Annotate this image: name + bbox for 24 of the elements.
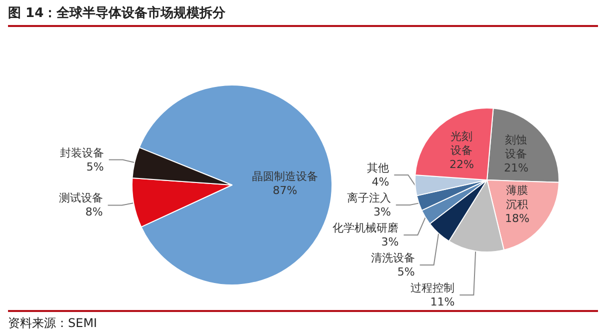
slice-label: 离子注入 <box>346 192 391 204</box>
chart-title: 图 14：全球半导体设备市场规模拆分 <box>8 4 598 27</box>
slice-label: 封装设备 <box>60 146 104 160</box>
data-label: 22% <box>449 158 474 171</box>
slice-label: 过程控制 <box>410 282 455 294</box>
data-label: 11% <box>430 296 455 308</box>
data-label: 3% <box>381 236 399 248</box>
data-label: 21% <box>504 162 528 175</box>
slice-label: 化学机械研磨 <box>332 222 399 234</box>
data-label: 8% <box>85 206 103 219</box>
data-label: 3% <box>373 206 391 218</box>
slice-label: 其他 <box>367 162 390 174</box>
slice-label: 薄膜沉积 <box>506 184 528 212</box>
slice-label: 测试设备 <box>58 192 103 205</box>
text: 资料来源：SEMI <box>8 310 598 332</box>
data-label: 18% <box>505 212 530 226</box>
slice-label: 刻蚀设备 <box>505 134 528 161</box>
slice-label: 光刻设备 <box>450 130 473 157</box>
slice-label: 晶圆制造设备 <box>252 170 318 184</box>
slice-label: 清洗设备 <box>370 252 415 264</box>
data-label: 4% <box>372 176 390 188</box>
data-label: 87% <box>272 184 298 198</box>
data-label: 5% <box>397 266 415 278</box>
data-label: 5% <box>86 160 104 174</box>
